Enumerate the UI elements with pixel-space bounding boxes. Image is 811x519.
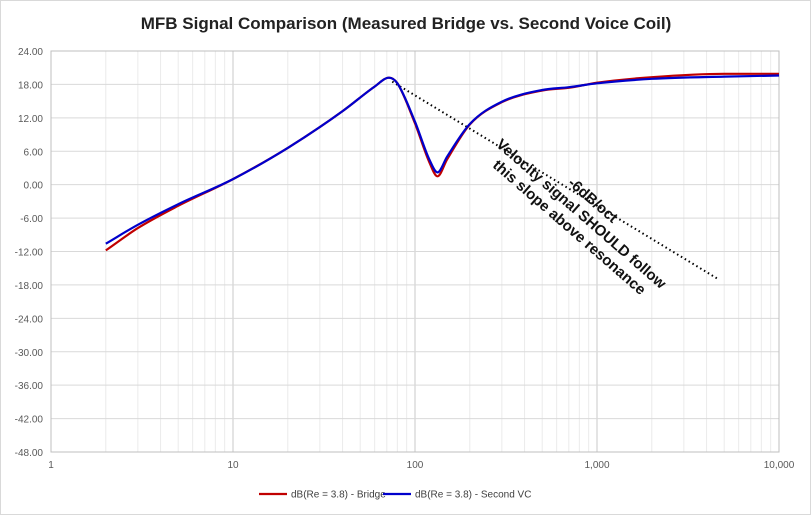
plot-area (50, 50, 780, 453)
y-tick-label: 6.00 (24, 147, 44, 158)
y-axis-ticks: 24.00 18.00 12.00 6.00 0.00 -6.00 -12.00 -18.00… (15, 47, 44, 459)
series-line-second-vc (105, 74, 780, 245)
annotation-line-1: Velocity signal SHOULD follow (493, 136, 670, 293)
slope-annotation: -6dB/oct Velocity signal SHOULD follow t… (489, 136, 670, 299)
chart-title: MFB Signal Comparison (Measured Bridge v… (141, 14, 672, 33)
reference-slope-line (391, 80, 719, 280)
y-tick-label: -48.00 (15, 448, 44, 459)
y-tick-label: -18.00 (15, 281, 44, 292)
series-lines (105, 72, 780, 252)
y-tick-label: -36.00 (15, 381, 44, 392)
x-tick-label: 1 (48, 460, 54, 471)
x-tick-label: 10,000 (764, 460, 795, 471)
axes (50, 50, 780, 453)
grid (50, 50, 780, 453)
y-tick-label: -42.00 (15, 415, 44, 426)
x-axis-ticks: 1 10 100 1,000 10,000 (48, 460, 795, 471)
slope-reference-line (391, 80, 719, 280)
y-tick-label: 18.00 (18, 80, 43, 91)
y-tick-label: -24.00 (15, 314, 44, 325)
y-tick-label: 24.00 (18, 47, 43, 58)
y-tick-label: -12.00 (15, 248, 44, 259)
y-tick-label: 12.00 (18, 114, 43, 125)
y-tick-label: 0.00 (24, 181, 44, 192)
x-tick-label: 10 (227, 460, 239, 471)
x-tick-label: 100 (407, 460, 424, 471)
legend: dB(Re = 3.8) - Bridge dB(Re = 3.8) - Seco… (259, 490, 531, 501)
y-tick-label: -6.00 (20, 214, 43, 225)
y-tick-label: -30.00 (15, 348, 44, 359)
legend-label: dB(Re = 3.8) - Bridge (291, 490, 386, 501)
series-line-bridge (105, 72, 779, 252)
legend-label: dB(Re = 3.8) - Second VC (415, 490, 531, 501)
x-tick-label: 1,000 (584, 460, 609, 471)
